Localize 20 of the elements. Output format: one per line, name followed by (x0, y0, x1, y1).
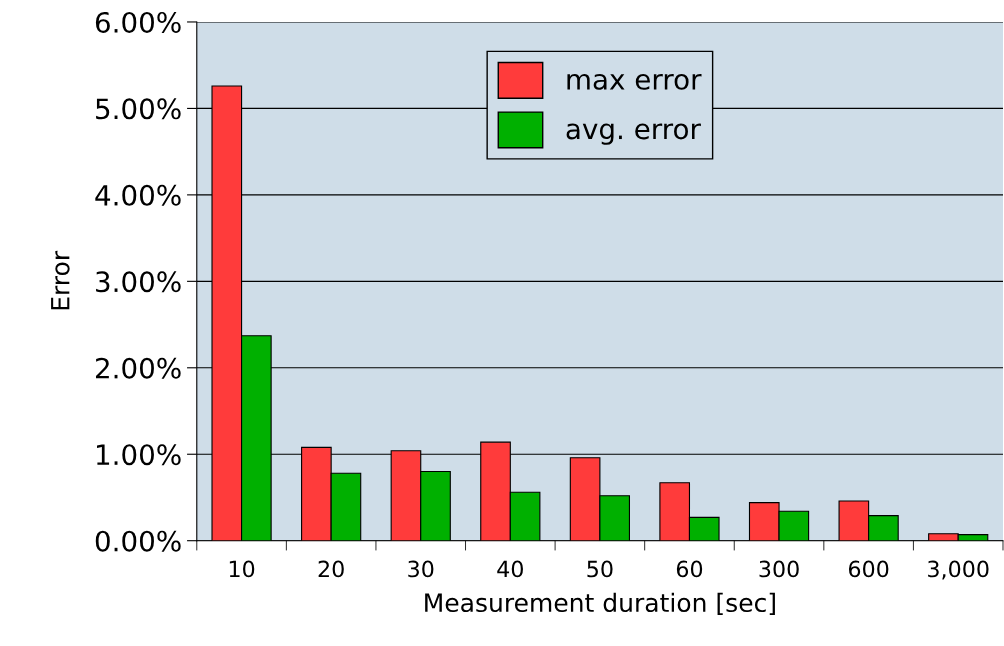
x-tick-label: 60 (676, 560, 703, 578)
legend-label: max error (567, 73, 702, 90)
y-axis-title: Error (51, 250, 70, 310)
x-tick-label: 300 (759, 560, 799, 578)
x-tick-label: 40 (497, 560, 523, 578)
y-tick-label: 6.00% (95, 11, 181, 33)
x-tick-label: 3,000 (928, 560, 989, 580)
y-tick-label: 5.00% (96, 98, 181, 120)
x-tick-label: 30 (408, 560, 434, 578)
y-tick-label: 4.00% (95, 184, 181, 206)
x-tick-label: 600 (848, 560, 889, 578)
legend-label: avg. error (566, 123, 701, 145)
y-tick-label: 2.00% (95, 357, 181, 379)
x-tick-label: 20 (318, 560, 344, 578)
x-tick-label: 10 (229, 560, 255, 578)
y-tick-label: 0.00% (95, 530, 181, 552)
y-tick-label: 1.00% (97, 444, 181, 466)
x-axis-title: Measurement duration [sec] (425, 592, 775, 616)
x-tick-label: 50 (587, 560, 613, 578)
y-tick-label: 3.00% (96, 271, 181, 293)
